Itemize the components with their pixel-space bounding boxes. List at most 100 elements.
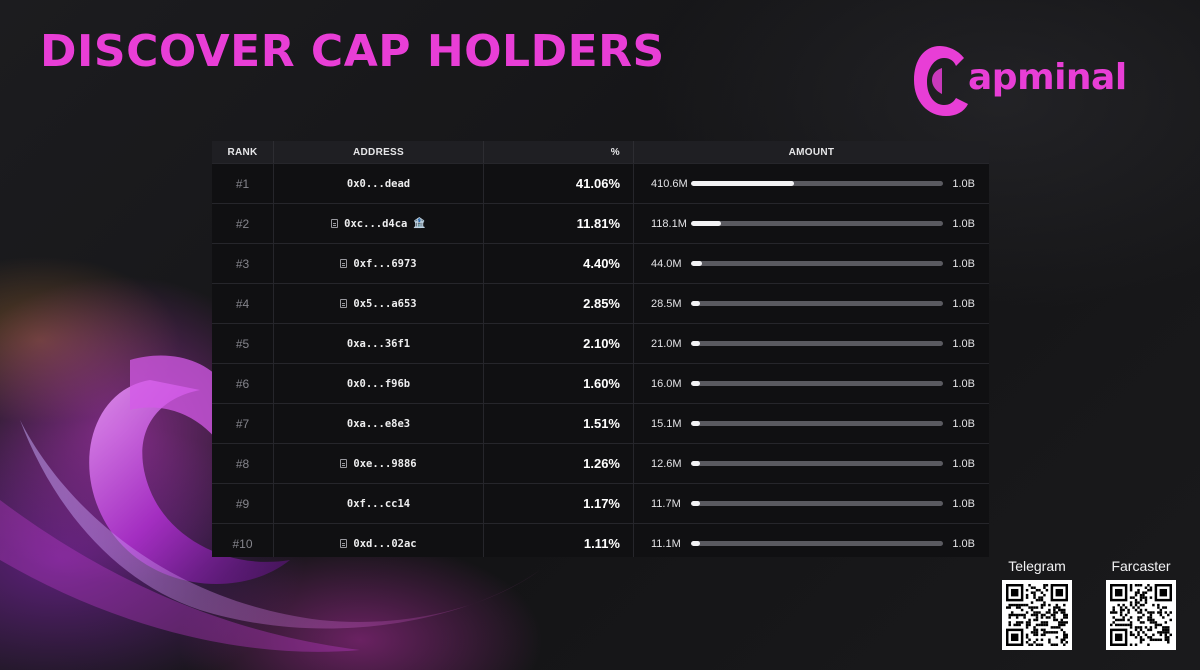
table-row[interactable]: #10 0xd...02ac 1.11% 11.1M 1.0B [212,523,989,557]
table-row[interactable]: #7 0xa...e8e3 1.51% 15.1M 1.0B [212,403,989,443]
amount-bar-track [691,181,943,186]
amount-bar-track [691,301,943,306]
amount-max: 1.0B [952,177,975,190]
header-rank[interactable]: RANK [212,141,274,163]
amount-bar-track [691,341,943,346]
header-amount[interactable]: AMOUNT [788,146,835,158]
amount-bar-track [691,221,943,226]
percent-cell: 4.40% [484,244,634,283]
amount-value: 44.0M [651,257,682,270]
address-text[interactable]: 0xa...36f1 [346,337,411,350]
brand-name: apminal [968,57,1127,98]
contract-icon [331,219,339,228]
amount-cell: 11.7M 1.0B [634,484,989,523]
amount-bar-fill [691,421,700,426]
telegram-qr-code[interactable] [1002,580,1072,650]
amount-cell: 21.0M 1.0B [634,324,989,363]
address-text[interactable]: 0xa...e8e3 [346,417,411,430]
amount-value: 16.0M [651,377,682,390]
amount-value: 118.1M [651,217,687,230]
rank-cell: #5 [212,324,274,363]
brand-logo[interactable]: apminal [912,40,1152,122]
address-cell[interactable]: 0xa...e8e3 [274,404,484,443]
amount-value: 410.6M [651,177,688,190]
amount-bar-track [691,541,943,546]
percent-cell: 1.26% [484,444,634,483]
header-address[interactable]: ADDRESS [274,141,484,163]
amount-max: 1.0B [952,537,975,550]
farcaster-qr[interactable]: Farcaster [1106,558,1176,650]
amount-cell: 15.1M 1.0B [634,404,989,443]
amount-cell: 28.5M 1.0B [634,284,989,323]
percent-cell: 1.60% [484,364,634,403]
rank-cell: #1 [212,164,274,203]
contract-icon [340,299,348,308]
header-percent[interactable]: % [484,141,634,163]
rank-cell: #4 [212,284,274,323]
brand-c-icon [914,46,968,116]
percent-cell: 2.85% [484,284,634,323]
table-row[interactable]: #8 0xe...9886 1.26% 12.6M 1.0B [212,443,989,483]
address-text[interactable]: 0xd...02ac [353,537,417,550]
amount-cell: 44.0M 1.0B [634,244,989,283]
amount-bar-fill [691,181,795,186]
address-text[interactable]: 0xc...d4ca [344,217,408,230]
amount-max: 1.0B [952,297,975,310]
amount-value: 11.7M [651,497,681,510]
page-title: DISCOVER CAP HOLDERS [40,26,665,77]
address-cell[interactable]: 0x5...a653 [274,284,484,323]
address-cell[interactable]: 0xa...36f1 [274,324,484,363]
amount-bar-fill [691,221,721,226]
percent-cell: 2.10% [484,324,634,363]
address-text[interactable]: 0x0...f96b [346,377,411,390]
table-row[interactable]: #6 0x0...f96b 1.60% 16.0M 1.0B [212,363,989,403]
telegram-label: Telegram [1008,558,1066,574]
address-text[interactable]: 0xf...cc14 [346,497,411,510]
table-row[interactable]: #4 0x5...a653 2.85% 28.5M 1.0B [212,283,989,323]
table-row[interactable]: #5 0xa...36f1 2.10% 21.0M 1.0B [212,323,989,363]
amount-value: 12.6M [651,457,682,470]
table-body: #1 0x0...dead 41.06% 410.6M 1.0B #2 0xc...d4ca… [212,163,989,557]
rank-cell: #6 [212,364,274,403]
amount-cell: 12.6M 1.0B [634,444,989,483]
table-row[interactable]: #3 0xf...6973 4.40% 44.0M 1.0B [212,243,989,283]
amount-cell: 118.1M 1.0B [634,204,989,243]
amount-bar-track [691,261,943,266]
address-cell[interactable]: 0x0...dead [274,164,484,203]
table-row[interactable]: #2 0xc...d4ca 🏦 11.81% 118.1M 1.0B [212,203,989,243]
amount-max: 1.0B [952,337,975,350]
percent-cell: 11.81% [484,204,634,243]
address-cell[interactable]: 0xf...cc14 [274,484,484,523]
address-cell[interactable]: 0x0...f96b [274,364,484,403]
table-row[interactable]: #9 0xf...cc14 1.17% 11.7M 1.0B [212,483,989,523]
address-text[interactable]: 0x5...a653 [353,297,417,310]
holders-table: RANK ADDRESS % AMOUNT #1 0x0...dead 41.06%… [212,141,989,557]
amount-value: 21.0M [651,337,682,350]
address-text[interactable]: 0xe...9886 [353,457,417,470]
amount-bar-fill [691,381,700,386]
amount-max: 1.0B [952,217,975,230]
contract-icon [340,459,348,468]
amount-cell: 11.1M 1.0B [634,524,989,557]
amount-max: 1.0B [952,417,975,430]
amount-max: 1.0B [952,377,975,390]
rank-cell: #3 [212,244,274,283]
bank-icon: 🏦 [413,218,426,229]
decorative-swirl [0,355,540,652]
farcaster-qr-code[interactable] [1106,580,1176,650]
telegram-qr[interactable]: Telegram [1002,558,1072,650]
amount-bar-fill [691,461,700,466]
address-text[interactable]: 0xf...6973 [353,257,417,270]
address-text[interactable]: 0x0...dead [346,177,411,190]
rank-cell: #10 [212,524,274,557]
address-cell[interactable]: 0xd...02ac [274,524,484,557]
table-header: RANK ADDRESS % AMOUNT [212,141,989,163]
amount-value: 28.5M [651,297,682,310]
address-cell[interactable]: 0xc...d4ca 🏦 [274,204,484,243]
address-cell[interactable]: 0xf...6973 [274,244,484,283]
amount-cell: 16.0M 1.0B [634,364,989,403]
farcaster-label: Farcaster [1111,558,1171,574]
address-cell[interactable]: 0xe...9886 [274,444,484,483]
table-row[interactable]: #1 0x0...dead 41.06% 410.6M 1.0B [212,163,989,203]
amount-bar-fill [691,501,700,506]
